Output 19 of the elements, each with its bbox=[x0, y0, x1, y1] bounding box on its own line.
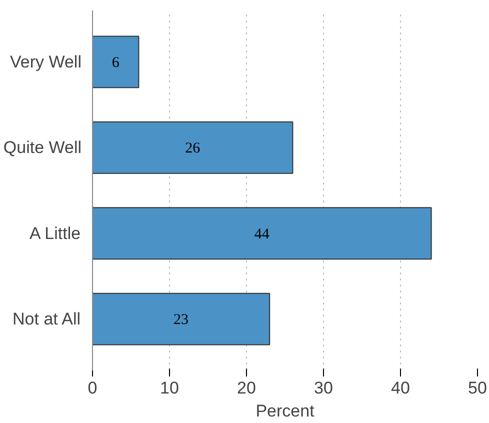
x-tick-label: 30 bbox=[314, 378, 333, 398]
x-tick-label: 50 bbox=[468, 378, 487, 398]
y-tick-label: Quite Well bbox=[3, 138, 82, 158]
y-tick-label: Not at All bbox=[12, 310, 81, 329]
data-label: 44 bbox=[254, 226, 270, 242]
data-label: 23 bbox=[174, 312, 189, 328]
bar bbox=[92, 207, 432, 260]
bar bbox=[92, 36, 140, 88]
x-tick-label: 40 bbox=[391, 378, 410, 398]
y-tick-label: Very Well bbox=[10, 52, 82, 72]
y-tick-label: A Little bbox=[30, 224, 81, 243]
x-tick-label: 20 bbox=[237, 378, 256, 398]
bar bbox=[92, 292, 270, 346]
data-label: 6 bbox=[112, 54, 120, 71]
x-tick-label: 10 bbox=[160, 378, 179, 398]
bar bbox=[92, 121, 294, 174]
x-axis-title: Percent bbox=[256, 402, 315, 420]
data-label: 26 bbox=[185, 140, 201, 157]
x-tick-label: 0 bbox=[88, 378, 98, 398]
